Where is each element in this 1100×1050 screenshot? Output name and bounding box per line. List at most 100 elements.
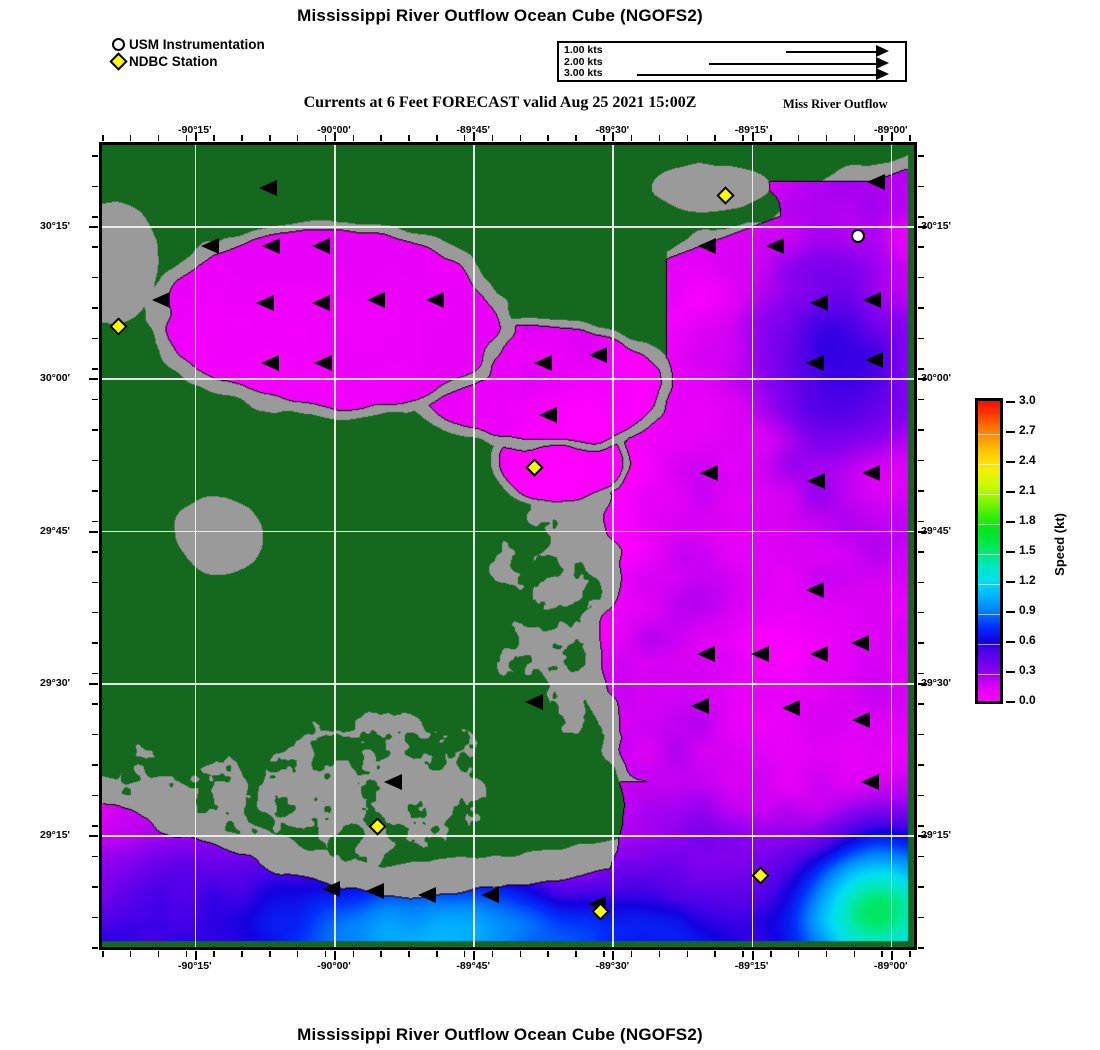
lon-major-tick: [334, 132, 336, 141]
lon-axis-label-top: -90°00': [317, 124, 351, 136]
lon-minor-tick: [742, 951, 744, 957]
lat-minor-tick: [92, 429, 98, 431]
lat-minor-tick: [92, 825, 98, 827]
lon-minor-tick: [714, 951, 716, 957]
lat-minor-tick: [92, 947, 98, 949]
lat-axis-label-right: 30°15': [921, 220, 952, 233]
station-legend: USM Instrumentation NDBC Station: [108, 36, 265, 71]
lon-minor-tick: [380, 135, 382, 141]
colorbar-gridline: [978, 674, 1000, 675]
lon-minor-tick: [408, 951, 410, 957]
current-arrow: [312, 295, 330, 311]
lat-minor-tick: [92, 307, 98, 309]
graticule-meridian: [612, 145, 614, 947]
lon-axis-label-bottom: -89°45': [456, 960, 490, 972]
lon-minor-tick: [714, 135, 716, 141]
lon-minor-tick: [519, 951, 522, 957]
lat-major-tick: [89, 378, 98, 381]
lat-minor-tick: [92, 703, 98, 705]
current-speed-heatmap: [102, 145, 914, 947]
map-plot-area[interactable]: [99, 142, 917, 950]
lon-axis-label-top: -89°30': [595, 124, 630, 136]
usm-instrumentation-marker[interactable]: [851, 229, 865, 243]
lon-axis-label-top: -89°15': [734, 124, 769, 136]
colorbar-title: Speed (kt): [1052, 513, 1067, 576]
lat-minor-tick: [918, 947, 924, 949]
lon-minor-tick: [380, 951, 382, 957]
lat-axis-label-right: 29°15': [921, 829, 952, 842]
current-arrow: [863, 292, 881, 308]
diamond-marker-icon: [108, 52, 128, 71]
colorbar-tick-label: 2.7: [1019, 423, 1036, 437]
colorbar-tick: [1006, 551, 1015, 553]
lon-minor-tick: [157, 135, 160, 141]
legend-item-usm: USM Instrumentation: [110, 36, 265, 53]
lon-minor-tick: [269, 135, 271, 141]
graticule-meridian: [334, 145, 336, 947]
colorbar-tick-label: 2.1: [1019, 483, 1036, 497]
lon-minor-tick: [102, 951, 104, 957]
circle-marker-icon: [110, 38, 126, 51]
lat-minor-tick: [92, 733, 98, 736]
graticule-parallel: [102, 378, 914, 380]
current-arrow: [589, 347, 607, 363]
lon-minor-tick: [630, 135, 633, 141]
lat-minor-tick: [918, 276, 924, 279]
current-arrow: [262, 238, 280, 254]
lon-minor-tick: [241, 135, 243, 141]
colorbar-gradient: [975, 398, 1003, 704]
lon-axis-label-top: -89°00': [874, 124, 908, 136]
current-arrow: [525, 694, 543, 710]
lat-minor-tick: [918, 155, 924, 157]
lat-minor-tick: [92, 459, 98, 462]
lat-minor-tick: [92, 916, 98, 919]
lon-minor-tick: [825, 135, 828, 141]
lon-minor-tick: [881, 135, 883, 141]
lon-minor-tick: [547, 951, 549, 957]
lon-minor-tick: [575, 135, 577, 141]
current-arrow: [691, 698, 709, 714]
lon-major-tick: [890, 132, 893, 141]
colorbar-gridline: [978, 494, 1000, 495]
current-arrow: [806, 355, 824, 371]
lon-minor-tick: [770, 135, 772, 141]
graticule-parallel: [102, 683, 914, 685]
lat-minor-tick: [918, 459, 924, 462]
current-arrow: [418, 887, 436, 903]
current-arrow: [810, 295, 828, 311]
colorbar-tick-label: 0.0: [1019, 693, 1036, 707]
lat-minor-tick: [918, 764, 924, 766]
lon-minor-tick: [213, 135, 215, 141]
colorbar-tick: [1006, 581, 1015, 583]
colorbar-tick-label: 3.0: [1019, 393, 1036, 407]
lon-minor-tick: [658, 951, 661, 957]
lat-minor-tick: [92, 216, 98, 218]
lon-minor-tick: [213, 951, 215, 957]
current-arrow: [539, 407, 557, 423]
lon-minor-tick: [296, 951, 299, 957]
colorbar-tick-label: 1.8: [1019, 513, 1036, 527]
lon-minor-tick: [603, 135, 605, 141]
lat-minor-tick: [918, 733, 924, 736]
lon-major-tick: [612, 951, 615, 960]
lon-minor-tick: [797, 951, 800, 957]
lon-major-tick: [194, 951, 197, 960]
lon-minor-tick: [296, 135, 299, 141]
current-arrow: [481, 887, 499, 903]
graticule-meridian: [473, 145, 475, 947]
current-arrow: [314, 355, 332, 371]
lon-minor-tick: [185, 135, 188, 141]
lat-major-tick: [89, 530, 98, 533]
vector-scale-row-3: 3.00 kts: [559, 67, 905, 81]
lat-major-tick: [918, 835, 927, 838]
legend-item-ndbc: NDBC Station: [108, 52, 265, 71]
current-arrow: [862, 465, 880, 481]
lon-minor-tick: [436, 951, 438, 957]
lon-minor-tick: [102, 135, 104, 141]
lat-minor-tick: [918, 551, 924, 553]
lon-minor-tick: [324, 135, 327, 141]
current-arrow: [751, 646, 769, 662]
graticule-meridian: [194, 145, 197, 947]
current-arrow: [698, 238, 716, 254]
lat-minor-tick: [918, 429, 924, 431]
